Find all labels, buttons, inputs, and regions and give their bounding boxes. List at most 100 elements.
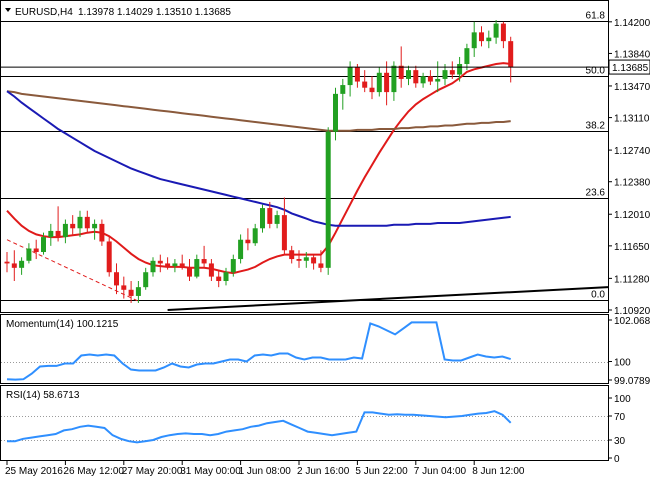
bullish-candle	[252, 223, 258, 246]
time-tick-label: 27 May 20:00	[122, 466, 183, 477]
candle-body	[325, 131, 331, 268]
candle-body	[99, 223, 105, 242]
candle-body	[449, 70, 455, 75]
chart-ohlc-values: 1.13978 1.14029 1.13510 1.13685	[78, 7, 231, 18]
candle-body	[216, 276, 222, 282]
collapse-triangle-icon[interactable]	[5, 8, 11, 12]
bullish-candle	[420, 72, 426, 88]
candle-body	[48, 230, 54, 238]
current-price-marker: 1.13685	[1, 59, 650, 75]
candle-body	[354, 67, 360, 82]
candle-body	[165, 263, 171, 267]
momentum-pane-frame	[0, 314, 609, 384]
fibonacci-levels: 61.8 50.0 38.2 23.6 0.0	[1, 11, 608, 301]
fib-level-label: 50.0	[586, 66, 606, 77]
candle-body	[114, 272, 119, 286]
bullish-candle	[230, 254, 236, 277]
candle-body	[41, 237, 46, 253]
candle-body	[413, 70, 419, 84]
candle-body	[311, 257, 317, 264]
bearish-candle	[201, 245, 207, 268]
bullish-candle	[143, 267, 149, 290]
fib-level-label: 0.0	[591, 290, 605, 301]
bullish-candle	[471, 21, 477, 57]
bullish-candle	[62, 219, 68, 244]
bearish-candle	[70, 215, 76, 235]
sma-fast-line	[6, 62, 511, 275]
fib-level-label: 38.2	[586, 121, 606, 132]
indicator-tick-label: 99.0789	[614, 376, 650, 387]
bearish-candle	[179, 254, 185, 270]
bullish-candle	[48, 223, 54, 246]
candle-body	[376, 72, 382, 93]
bearish-candle	[33, 239, 39, 260]
fib-level-label: 61.8	[586, 11, 606, 22]
bearish-candle	[128, 281, 134, 303]
rsi-pane-frame	[0, 385, 609, 461]
momentum-line	[6, 321, 511, 381]
candle-body	[84, 216, 90, 229]
time-tick-label: 25 May 2016	[5, 466, 63, 477]
time-tick-label: 31 May 00:00	[180, 466, 241, 477]
candle-body	[281, 215, 287, 251]
bullish-candle	[493, 20, 499, 44]
candle-body	[157, 260, 163, 264]
bullish-candle	[150, 257, 156, 277]
bullish-candle	[486, 30, 492, 49]
time-tick-label: 26 May 12:00	[63, 466, 124, 477]
candle-body	[406, 70, 411, 79]
time-tick-label: 2 Jun 16:00	[297, 466, 350, 477]
bearish-candle	[413, 65, 419, 88]
bearish-candle	[479, 26, 484, 47]
price-tick-label: 1.11280	[614, 274, 650, 285]
bearish-candle	[500, 21, 506, 49]
candle-body	[121, 285, 127, 290]
bearish-candle	[369, 76, 375, 100]
bullish-candle	[77, 210, 83, 238]
price-tick-label: 1.12740	[614, 146, 650, 157]
bullish-candle	[238, 234, 244, 264]
candle-body	[252, 228, 258, 244]
candle-body	[442, 70, 448, 79]
candle-body	[303, 257, 309, 261]
bullish-candle	[406, 65, 411, 86]
candle-body	[19, 260, 25, 268]
candle-body	[77, 216, 83, 229]
price-tick-label: 1.12010	[614, 210, 650, 221]
candle-body	[33, 248, 39, 253]
rsi-line	[7, 410, 512, 444]
candle-body	[289, 250, 295, 260]
candle-body	[201, 259, 207, 264]
bearish-candle	[114, 263, 119, 295]
bearish-candle	[4, 252, 10, 273]
bearish-candle	[354, 63, 360, 88]
bullish-candle	[464, 43, 470, 71]
candle-body	[245, 239, 251, 244]
bearish-candle	[99, 219, 105, 246]
candle-body	[493, 23, 499, 38]
candle-body	[398, 65, 404, 79]
bullish-candle	[172, 259, 178, 273]
candle-body	[486, 37, 492, 42]
bullish-candle	[325, 127, 331, 275]
bearish-candle	[55, 206, 61, 242]
sma-slow-line	[6, 90, 511, 227]
bullish-candle	[260, 204, 265, 233]
bullish-candle	[19, 257, 25, 275]
candle-body	[4, 261, 10, 264]
bullish-candle	[41, 232, 46, 255]
bearish-candle	[427, 70, 433, 86]
time-tick-label: 1 Jun 08:00	[239, 466, 292, 477]
price-tick-label: 1.13110	[614, 114, 650, 125]
rsi-title: RSI(14) 58.6713	[6, 390, 80, 401]
candle-body	[340, 85, 346, 94]
bearish-candle	[311, 254, 317, 270]
bullish-candle	[303, 252, 309, 268]
bullish-candle	[223, 267, 229, 286]
candle-body	[267, 208, 273, 224]
bullish-candle	[435, 61, 441, 93]
bullish-candle	[26, 243, 32, 264]
